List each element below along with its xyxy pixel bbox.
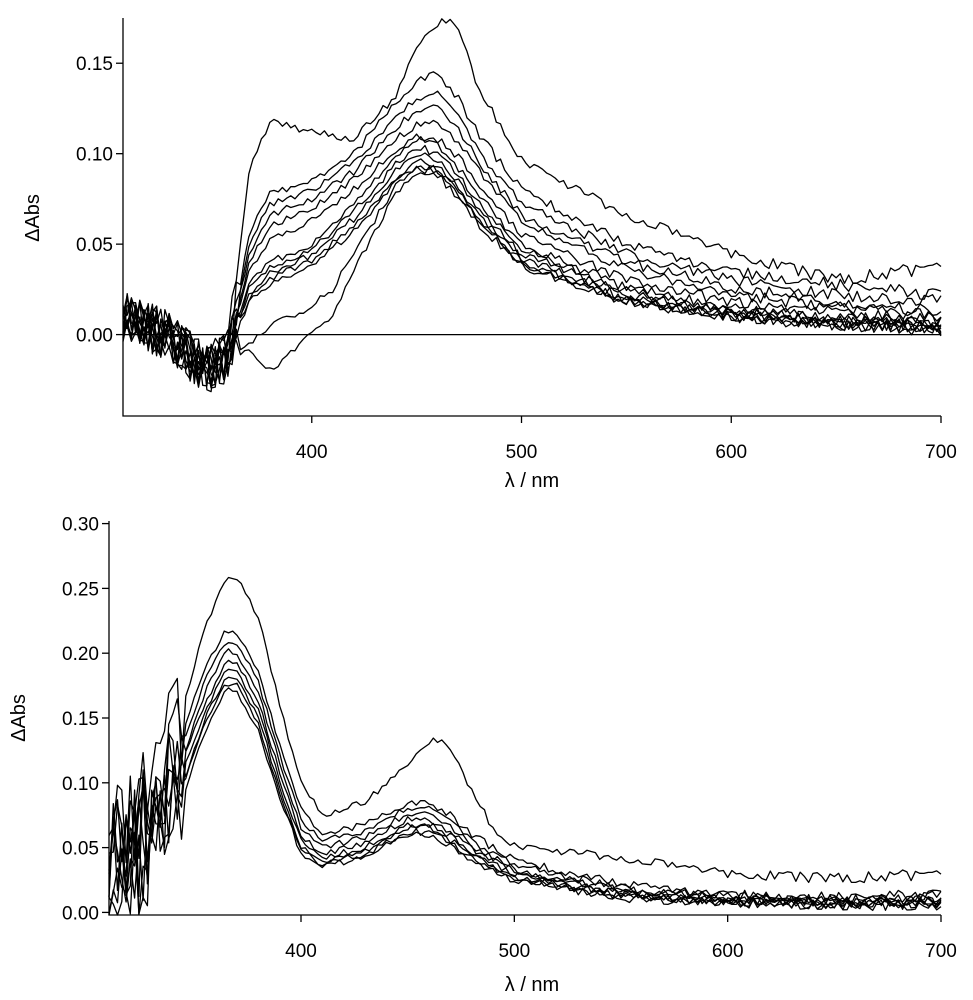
chart-top-series-line xyxy=(122,104,942,386)
chart-top-series-line xyxy=(122,18,942,387)
chart-top-series-line xyxy=(122,90,942,385)
chart-bottom-series-line xyxy=(108,648,942,906)
chart-bottom-series-line xyxy=(108,668,942,909)
chart-bottom-x-tick-label: 600 xyxy=(712,941,744,962)
chart-bottom-series-line xyxy=(108,576,942,884)
chart-bottom-series-line xyxy=(108,642,942,905)
chart-top-series-line xyxy=(122,133,942,381)
chart-bottom-y-axis-label: ΔAbs xyxy=(8,694,30,742)
chart-bottom-series-line xyxy=(108,682,942,916)
chart-bottom-y-tick-label: 0.10 xyxy=(62,774,99,795)
chart-bottom-transient-absorption: ΔAbs λ / nm 400 500 600 700 0.00 0.05 0.10 0.15… xyxy=(8,515,957,996)
chart-top-axes xyxy=(122,18,941,417)
chart-bottom-y-tick-label: 0.15 xyxy=(62,709,99,730)
chart-top-series-line xyxy=(122,172,942,380)
chart-top-x-tick-label: 600 xyxy=(715,442,747,463)
chart-bottom-x-tick-label: 400 xyxy=(285,941,317,962)
chart-top-y-tick-label: 0.00 xyxy=(76,326,113,347)
chart-bottom-y-tick-label: 0.30 xyxy=(62,515,99,536)
chart-bottom-x-tick-label: 500 xyxy=(498,941,530,962)
chart-bottom-series-line xyxy=(108,659,942,908)
chart-top-series-line xyxy=(122,144,942,382)
chart-top-series-line xyxy=(122,119,942,379)
chart-top-series-line xyxy=(122,71,942,385)
chart-bottom-x-tick-label: 700 xyxy=(925,941,957,962)
chart-bottom-axes xyxy=(108,521,941,916)
chart-bottom-y-tick-label: 0.05 xyxy=(62,839,99,860)
chart-bottom-series-line xyxy=(108,687,942,916)
chart-top-x-axis-label: λ / nm xyxy=(505,470,559,492)
chart-top-series-line xyxy=(122,165,942,385)
chart-bottom-y-tick-label: 0.00 xyxy=(62,903,99,924)
chart-top-y-tick-label: 0.15 xyxy=(76,54,113,75)
chart-bottom-x-axis-label: λ / nm xyxy=(505,974,559,996)
chart-top-y-tick-label: 0.05 xyxy=(76,235,113,256)
chart-bottom-y-tick-label: 0.25 xyxy=(62,579,99,600)
chart-top-x-tick-label: 700 xyxy=(925,442,957,463)
chart-top-series-line xyxy=(122,164,942,393)
chart-bottom-y-tick-label: 0.20 xyxy=(62,644,99,665)
chart-top-transient-absorption: ΔAbs λ / nm 400 500 600 700 0.00 0.05 0.10 0.15 xyxy=(22,18,957,492)
chart-top-series-line xyxy=(122,152,942,380)
chart-bottom-series-line xyxy=(108,630,942,903)
chart-top-y-tick-label: 0.10 xyxy=(76,145,113,166)
chart-top-x-tick-label: 400 xyxy=(296,442,328,463)
chart-top-y-axis-label: ΔAbs xyxy=(22,194,44,242)
chart-top-series-line xyxy=(122,158,942,389)
chart-top-x-tick-label: 500 xyxy=(506,442,538,463)
